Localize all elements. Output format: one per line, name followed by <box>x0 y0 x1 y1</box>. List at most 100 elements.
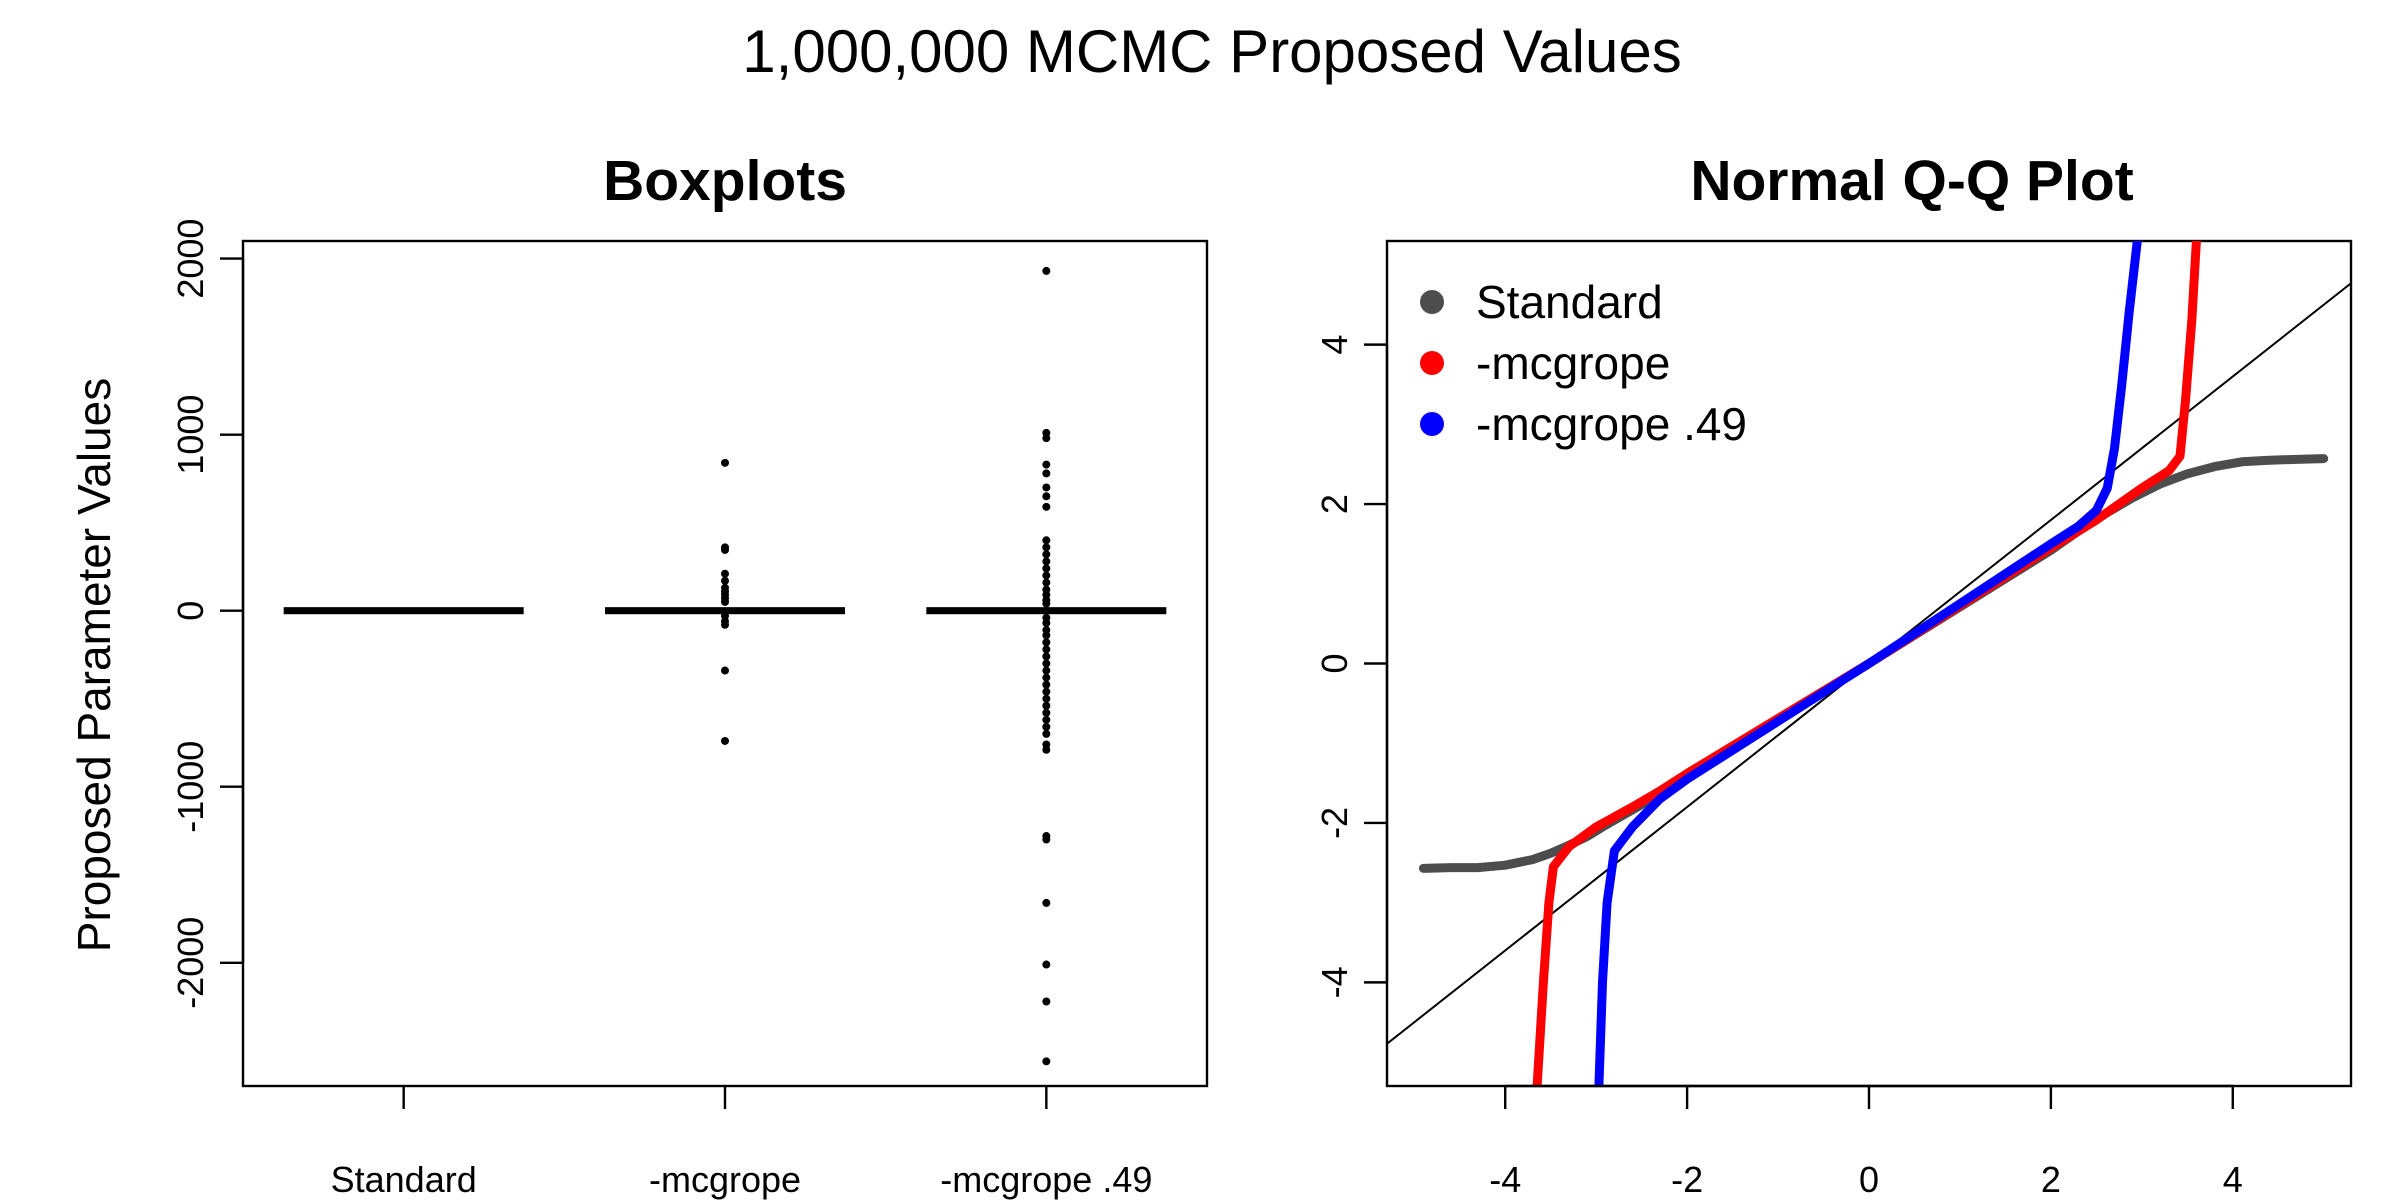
qq-point <box>2165 467 2173 475</box>
boxplots-x-tick-label: Standard <box>331 1159 477 1200</box>
figure-title: 1,000,000 MCMC Proposed Values <box>742 18 1681 85</box>
qq-point <box>2292 455 2300 463</box>
outlier-point <box>1042 673 1051 682</box>
qq-point <box>1474 864 1482 872</box>
qq-axes: -4 -2 0 2 4 -4 -2 0 2 4 <box>1314 335 2243 1200</box>
qq-point <box>1565 843 1573 851</box>
qq-point <box>1656 795 1664 803</box>
outlier-point <box>1042 460 1051 469</box>
qq-point <box>1447 864 1455 872</box>
outlier-point <box>721 597 729 606</box>
boxplots-y-tick-label: 0 <box>170 601 211 621</box>
outlier-point <box>1042 694 1051 703</box>
qq-x-tick-label: 0 <box>1859 1159 1879 1200</box>
outlier-point <box>1042 898 1051 907</box>
qq-legend: Standard -mcgrope -mcgrope .49 <box>1420 276 1747 450</box>
outlier-point <box>1042 502 1051 511</box>
qq-series-line-2 <box>1594 241 2142 1086</box>
boxplots-axes: Standard -mcgrope -mcgrope .49 -2000 -1000 0 1… <box>170 219 1152 1200</box>
legend-marker <box>1420 290 1444 314</box>
box-0 <box>283 607 524 615</box>
outlier-point <box>1042 434 1051 443</box>
qq-point <box>2192 241 2200 245</box>
qq-point <box>2047 540 2055 548</box>
qq-point <box>1529 856 1537 864</box>
outlier-point <box>1042 708 1051 717</box>
outlier-point <box>1042 1057 1051 1066</box>
outlier-point <box>721 545 729 554</box>
qq-point <box>2176 452 2184 460</box>
qq-point <box>1683 775 1691 783</box>
outlier-point <box>1042 638 1051 647</box>
boxplots-y-axis-label: Proposed Parameter Values <box>68 378 120 952</box>
outlier-point <box>1042 557 1051 566</box>
outlier-point <box>1042 536 1051 545</box>
boxplots-y-tick-label: 1000 <box>170 395 211 475</box>
outlier-point <box>721 620 729 629</box>
outlier-point <box>1042 571 1051 580</box>
outlier-point <box>1042 722 1051 731</box>
boxplots-y-tick-label: -2000 <box>170 917 211 1009</box>
qq-point <box>2092 516 2100 524</box>
boxplots-y-tick-label: -1000 <box>170 741 211 833</box>
legend-label: -mcgrope <box>1476 337 1670 389</box>
qq-point <box>2092 506 2100 514</box>
outlier-point <box>1042 599 1051 608</box>
qq-point <box>1545 899 1553 907</box>
outlier-point <box>1042 659 1051 668</box>
boxplots-plot-frame <box>241 239 1209 1088</box>
outlier-point <box>1042 564 1051 573</box>
outlier-point <box>1042 483 1051 492</box>
outlier-point <box>1042 619 1051 628</box>
qq-point <box>1419 864 1427 872</box>
outlier-point <box>1042 715 1051 724</box>
qq-marks <box>1387 241 2351 1086</box>
outlier-point <box>721 569 729 578</box>
qq-point <box>2074 522 2082 530</box>
outlier-point <box>1042 687 1051 696</box>
outlier-point <box>1042 666 1051 675</box>
qq-point <box>1599 978 1607 986</box>
qq-point <box>2138 484 2146 492</box>
outlier-point <box>721 458 729 467</box>
qq-point <box>1629 823 1637 831</box>
outlier-point <box>1042 701 1051 710</box>
boxplots-title: Boxplots <box>603 149 847 213</box>
qq-x-tick-label: 4 <box>2223 1159 2243 1200</box>
qq-y-tick-label: -2 <box>1314 807 1355 839</box>
outlier-point <box>1042 652 1051 661</box>
qq-point <box>2133 241 2141 245</box>
qq-point <box>2111 444 2119 452</box>
outlier-point <box>1042 266 1051 275</box>
boxplots-x-tick-label: -mcgrope .49 <box>940 1159 1152 1200</box>
qq-x-tick-label: 2 <box>2041 1159 2061 1200</box>
qq-x-tick-label: -2 <box>1671 1159 1703 1200</box>
qq-point <box>2238 458 2246 466</box>
outlier-point <box>1042 645 1051 654</box>
outlier-point <box>1042 578 1051 587</box>
box-1 <box>605 607 845 615</box>
legend-marker <box>1420 412 1444 436</box>
qq-point <box>2265 456 2273 464</box>
qq-point <box>1603 899 1611 907</box>
qq-point <box>2211 463 2219 471</box>
outlier-point <box>1042 835 1051 844</box>
qq-point <box>2320 455 2328 463</box>
outlier-point <box>1042 469 1051 478</box>
qq-point <box>1592 823 1600 831</box>
qq-point <box>2183 470 2191 478</box>
legend-label: -mcgrope .49 <box>1476 398 1747 450</box>
outlier-point <box>721 736 729 745</box>
outlier-point <box>1042 997 1051 1006</box>
qq-x-tick-label: -4 <box>1489 1159 1521 1200</box>
qq-point <box>2103 484 2111 492</box>
qq-y-tick-label: -4 <box>1314 966 1355 998</box>
outlier-point <box>721 666 729 675</box>
qq-y-tick-label: 2 <box>1314 494 1355 514</box>
box-2 <box>926 607 1167 615</box>
outlier-point <box>1042 745 1051 754</box>
qq-point <box>1865 660 1873 667</box>
outlier-point <box>1042 543 1051 552</box>
qq-point <box>2125 309 2133 317</box>
